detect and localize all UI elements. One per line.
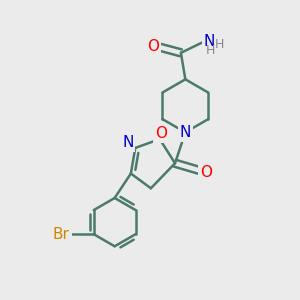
Text: N: N [122,135,134,150]
Text: Br: Br [53,227,70,242]
Text: O: O [155,126,167,141]
Text: N: N [180,125,191,140]
Text: O: O [200,165,212,180]
Text: N: N [204,34,215,49]
Text: H: H [214,38,224,50]
Text: O: O [148,39,160,54]
Text: H: H [206,44,215,57]
